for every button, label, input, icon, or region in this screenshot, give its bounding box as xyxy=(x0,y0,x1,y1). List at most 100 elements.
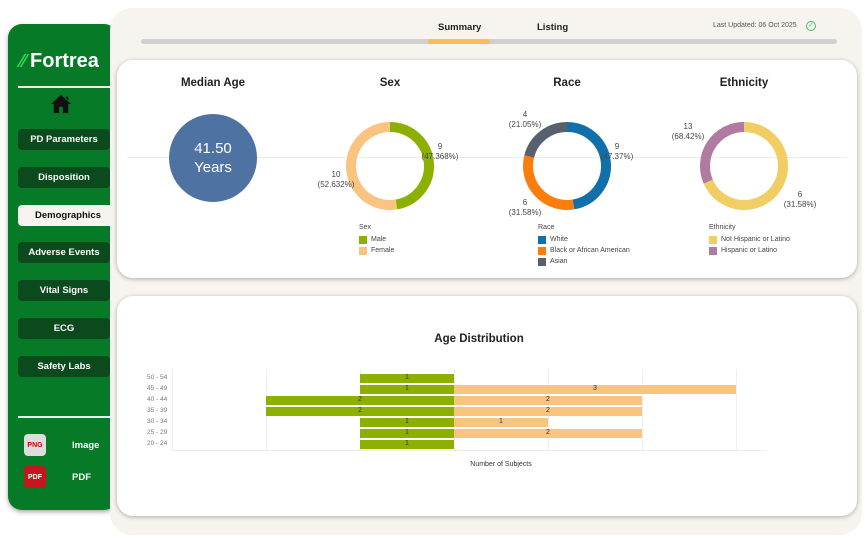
legend-title: Sex xyxy=(359,224,372,231)
median-age-circle: 41.50 Years xyxy=(169,114,257,202)
legend-swatch xyxy=(538,246,546,255)
donut-slice-white[interactable] xyxy=(566,122,611,210)
bar-value-label: 2 xyxy=(546,396,550,403)
bar-value-label: 2 xyxy=(358,396,362,403)
median-age-value: 41.50 xyxy=(194,140,232,157)
png-file-icon: PNG xyxy=(24,434,46,456)
logo-text: Fortrea xyxy=(30,50,99,72)
age-bar[interactable] xyxy=(454,385,736,394)
export-image-label: Image xyxy=(72,439,100,451)
age-bar[interactable] xyxy=(454,429,642,438)
export-pdf-label: PDF xyxy=(72,471,91,483)
bar-value-label: 1 xyxy=(405,374,409,381)
bar-value-label: 2 xyxy=(546,407,550,414)
age-bar[interactable] xyxy=(360,429,454,438)
nav-vital-signs[interactable]: Vital Signs xyxy=(18,280,110,301)
last-updated: Last Updated: 06 Oct 2025 xyxy=(713,22,797,29)
legend-item-white[interactable]: White xyxy=(538,234,630,245)
x-axis-label: Number of Subjects xyxy=(470,461,532,468)
age-bar[interactable] xyxy=(454,407,642,416)
gridline xyxy=(736,369,737,450)
age-bar[interactable] xyxy=(454,418,548,427)
legend-item-asian[interactable]: Asian xyxy=(538,256,630,267)
bar-value-label: 1 xyxy=(405,385,409,392)
legend-label: Black or African American xyxy=(550,247,630,254)
donut-slice-asian[interactable] xyxy=(524,122,568,158)
gridline xyxy=(172,369,173,450)
median-age-title: Median Age xyxy=(180,77,246,89)
donut-slice-female[interactable] xyxy=(346,122,398,210)
bar-value-label: 3 xyxy=(593,385,597,392)
donut-charts xyxy=(346,122,788,210)
age-bar[interactable] xyxy=(266,396,454,405)
legend-item-not-hispanic[interactable]: Not Hispanic or Latino xyxy=(709,234,790,245)
legend-item-male[interactable]: Male xyxy=(359,234,394,245)
main-panel: Summary Listing Last Updated: 06 Oct 202… xyxy=(110,8,862,535)
tab-indicator-track xyxy=(141,39,837,44)
nav-adverse-events[interactable]: Adverse Events xyxy=(18,242,110,263)
slice-label: 4 (21.05%) xyxy=(508,110,542,129)
nav-safety-labs[interactable]: Safety Labs xyxy=(18,356,110,377)
legend-swatch xyxy=(538,235,546,244)
legend-label: Not Hispanic or Latino xyxy=(721,236,790,243)
slice-label: 13 (68.42%) xyxy=(671,122,705,141)
donut-slice-hispanic-or-latino[interactable] xyxy=(700,122,745,184)
nav-disposition[interactable]: Disposition xyxy=(18,167,110,188)
race-legend: Race White Black or African American Asi… xyxy=(538,224,630,267)
nav-pd-parameters[interactable]: PD Parameters xyxy=(18,129,110,150)
y-tick-label: 45 - 49 xyxy=(147,385,168,392)
age-bar[interactable] xyxy=(266,407,454,416)
y-tick-label: 30 - 34 xyxy=(147,418,168,425)
tab-indicator xyxy=(428,39,490,44)
y-tick-label: 50 - 54 xyxy=(147,374,168,381)
age-bar[interactable] xyxy=(360,440,454,449)
donut-slice-male[interactable] xyxy=(389,122,434,210)
axis-line xyxy=(172,450,766,451)
race-title: Race xyxy=(553,77,581,89)
nav-ecg[interactable]: ECG xyxy=(18,318,110,339)
home-icon[interactable] xyxy=(50,94,72,114)
sidebar: ⁄⁄ Fortrea PD Parameters Disposition Demo… xyxy=(8,24,118,510)
slice-label: 10 (52.632%) xyxy=(317,170,355,189)
y-tick-label: 20 - 24 xyxy=(147,440,168,447)
legend-title: Ethnicity xyxy=(709,224,736,231)
slice-label: 6 (31.58%) xyxy=(783,190,817,209)
tab-summary[interactable]: Summary xyxy=(438,22,482,33)
pdf-icon: PDF xyxy=(24,466,46,488)
age-bar[interactable] xyxy=(360,374,454,383)
legend-item-female[interactable]: Female xyxy=(359,245,394,256)
tab-listing[interactable]: Listing xyxy=(537,22,569,33)
age-distribution-title: Age Distribution xyxy=(434,333,524,345)
age-distribution-card: Age Distribution 50 - 54 1 45 - 49 1 3 40 - 4… xyxy=(117,296,857,516)
legend-label: Asian xyxy=(550,258,568,265)
check-circle-icon: ✓ xyxy=(806,21,816,31)
age-bar[interactable] xyxy=(360,418,454,427)
age-bar[interactable] xyxy=(360,385,454,394)
donut-slice-black-or-african-american[interactable] xyxy=(523,155,575,210)
legend-label: Hispanic or Latino xyxy=(721,247,778,254)
ethnicity-title: Ethnicity xyxy=(719,77,769,89)
legend-item-black[interactable]: Black or African American xyxy=(538,245,630,256)
legend-label: White xyxy=(550,236,568,243)
divider xyxy=(127,157,847,158)
ethnicity-legend: Ethnicity Not Hispanic or Latino Hispani… xyxy=(709,224,790,256)
nav-demographics[interactable]: Demographics xyxy=(18,205,118,226)
bar-value-label: 2 xyxy=(358,407,362,414)
y-tick-label: 25 - 29 xyxy=(147,429,168,436)
donut-slice-not-hispanic-or-latino[interactable] xyxy=(703,122,788,210)
age-bar[interactable] xyxy=(454,396,642,405)
legend-title: Race xyxy=(538,224,555,231)
bar-value-label: 1 xyxy=(405,418,409,425)
legend-swatch xyxy=(709,246,717,255)
divider xyxy=(18,86,118,88)
median-age-unit: Years xyxy=(194,159,232,176)
summary-card: Median Age 41.50 Years Sex Race Ethnicit… xyxy=(117,60,857,278)
legend-swatch xyxy=(359,246,367,255)
divider xyxy=(18,416,118,418)
y-tick-label: 40 - 44 xyxy=(147,396,168,403)
sex-title: Sex xyxy=(379,77,401,89)
export-pdf-button[interactable]: PDF PDF xyxy=(24,466,91,488)
bar-value-label: 1 xyxy=(499,418,503,425)
export-image-button[interactable]: PNG Image xyxy=(24,434,99,456)
legend-item-hispanic[interactable]: Hispanic or Latino xyxy=(709,245,790,256)
